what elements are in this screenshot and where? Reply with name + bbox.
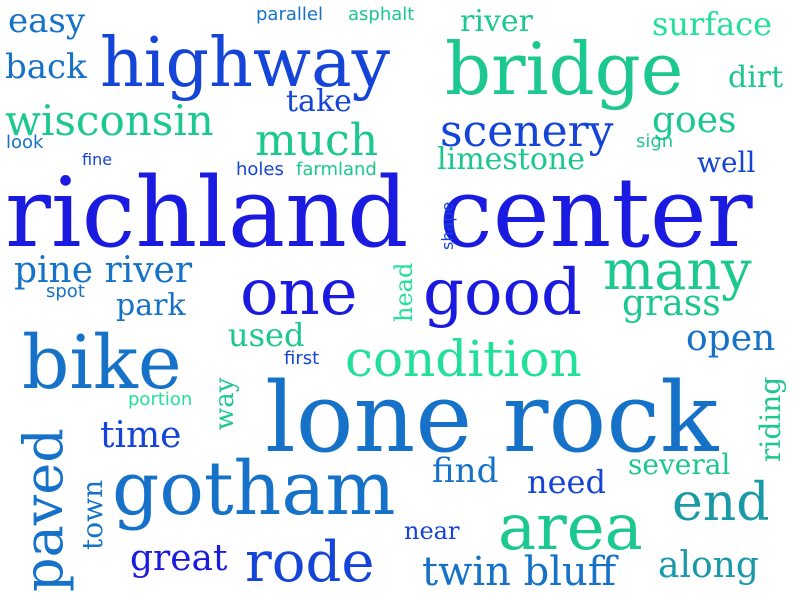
word-richland-center: richland center xyxy=(5,157,753,270)
word-time: time xyxy=(100,414,182,456)
word-end: end xyxy=(672,473,770,534)
word-lone-rock: lone rock xyxy=(265,362,719,475)
word-take: take xyxy=(286,84,352,120)
word-town: town xyxy=(75,479,109,550)
word-much: much xyxy=(255,114,379,166)
word-twin-bluff: twin bluff xyxy=(422,548,617,595)
word-fine: fine xyxy=(82,149,113,169)
word-shape: shape xyxy=(437,201,457,250)
word-well: well xyxy=(697,145,756,179)
word-highway: highway xyxy=(100,24,391,104)
word-river: river xyxy=(460,4,533,40)
word-head: head xyxy=(389,262,418,322)
word-farmland: farmland xyxy=(296,159,377,181)
word-parallel: parallel xyxy=(256,4,323,26)
word-need: need xyxy=(527,462,606,501)
word-gotham: gotham xyxy=(112,445,396,532)
word-way: way xyxy=(210,377,241,430)
word-grass: grass xyxy=(622,282,721,324)
word-first: first xyxy=(284,348,320,370)
word-look: look xyxy=(6,132,44,154)
word-area: area xyxy=(498,491,643,566)
word-park: park xyxy=(116,288,186,324)
word-scenery: scenery xyxy=(440,105,614,157)
word-many: many xyxy=(603,238,752,302)
word-holes: holes xyxy=(236,159,284,181)
word-bridge: bridge xyxy=(445,27,684,112)
word-several: several xyxy=(628,447,731,481)
word-pine-river: pine river xyxy=(14,249,193,291)
word-easy: easy xyxy=(8,1,86,42)
word-dirt: dirt xyxy=(728,60,784,96)
word-paved: paved xyxy=(11,428,75,592)
word-riding: riding xyxy=(753,376,787,462)
word-sign: sign xyxy=(636,131,674,153)
word-asphalt: asphalt xyxy=(348,4,415,26)
word-rode: rode xyxy=(245,530,375,596)
word-surface: surface xyxy=(652,4,773,43)
word-used: used xyxy=(228,315,305,354)
word-limestone: limestone xyxy=(437,142,585,178)
word-back: back xyxy=(5,47,87,88)
word-along: along xyxy=(658,544,759,586)
word-spot: spot xyxy=(46,281,85,303)
word-good: good xyxy=(423,256,582,331)
word-near: near xyxy=(404,516,460,545)
word-find: find xyxy=(432,451,499,492)
word-condition: condition xyxy=(345,330,582,388)
word-goes: goes xyxy=(652,99,737,141)
word-portion: portion xyxy=(128,389,193,411)
word-open: open xyxy=(686,317,776,359)
word-great: great xyxy=(130,537,228,579)
word-bike: bike xyxy=(22,319,182,406)
word-one: one xyxy=(240,256,358,331)
word-wisconsin: wisconsin xyxy=(5,96,214,146)
